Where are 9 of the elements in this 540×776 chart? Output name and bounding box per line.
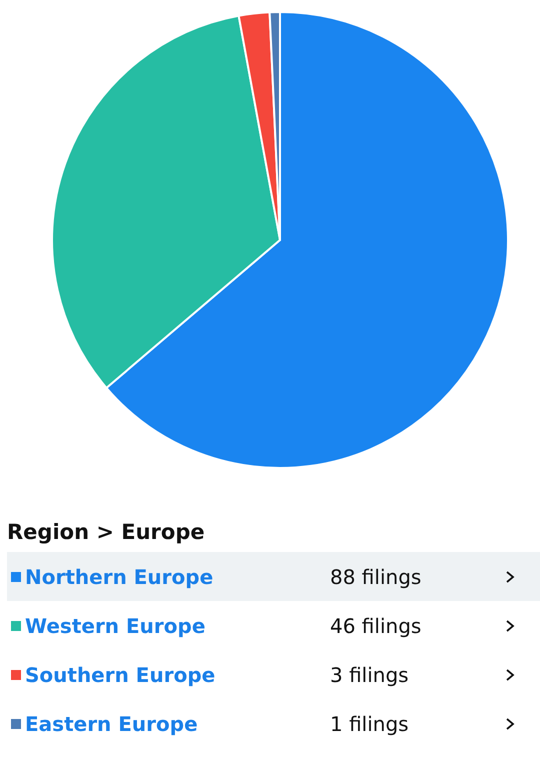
data-label: 3 filings [330,662,410,686]
data-label: 46 filings [330,614,422,638]
data-label: 1 filings [330,712,410,736]
data-label: 88 filings [330,564,422,588]
legend-label: Western Europe [24,614,206,638]
text: Region > Europe [7,520,206,546]
legend-label: Eastern Europe [24,712,199,736]
legend-label: Southern Europe [24,662,216,686]
legend-label: Northern Europe [24,564,214,588]
